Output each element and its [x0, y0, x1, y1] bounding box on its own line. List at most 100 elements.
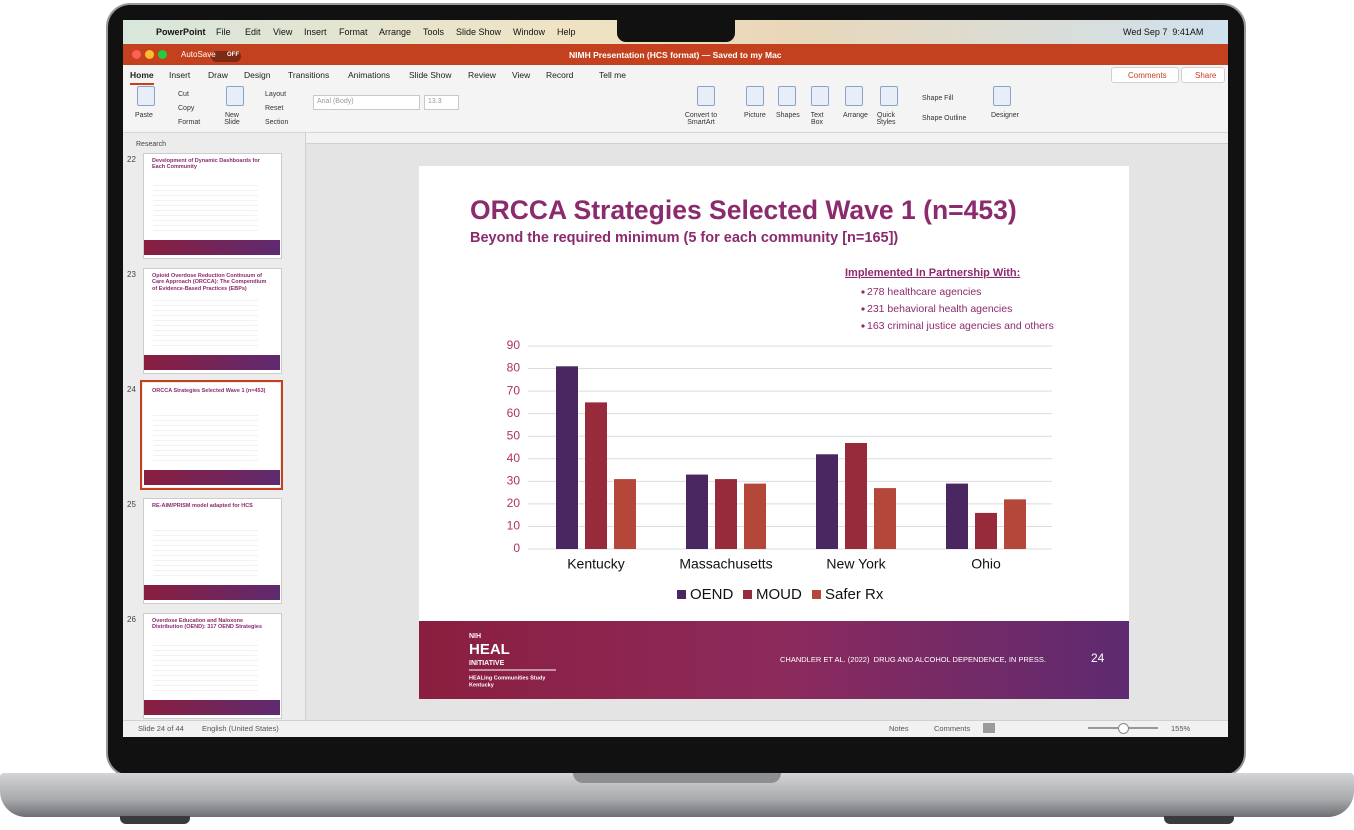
ribbon-tab[interactable]: Insert: [169, 70, 191, 80]
ribbon-tab[interactable]: Design: [244, 70, 271, 80]
comments-toggle[interactable]: Comments: [934, 724, 971, 733]
slide-footer: [419, 621, 1129, 699]
comments-button-box[interactable]: [1111, 67, 1179, 83]
ribbon-tab[interactable]: Review: [468, 70, 496, 80]
share-button[interactable]: Share: [1195, 71, 1217, 80]
font-box[interactable]: [313, 95, 420, 110]
share-button-box[interactable]: [1181, 67, 1225, 83]
zoom-knob[interactable]: [1118, 723, 1129, 734]
thumbnail-footer: [144, 470, 280, 485]
bar: [975, 512, 997, 549]
y-tick-label: 60: [507, 406, 521, 420]
ribbon-button[interactable]: Text Box: [810, 112, 824, 126]
x-tick-label: Kentucky: [567, 556, 625, 572]
ribbon-button[interactable]: Layout: [265, 91, 287, 98]
partners-heading: Implemented In Partnership With:: [845, 267, 1020, 279]
ribbon-button[interactable]: Designer: [991, 112, 1020, 119]
ribbon-icon: [880, 86, 898, 106]
ribbon-button[interactable]: Reset: [265, 105, 284, 112]
thumbnail-content: [153, 526, 258, 576]
bar: [614, 479, 636, 549]
ribbon-button[interactable]: Picture: [744, 112, 766, 119]
thumbnail-number: 25: [127, 500, 136, 509]
thumbnail-content: [153, 181, 258, 231]
size-box[interactable]: [424, 95, 459, 110]
close-button[interactable]: [132, 50, 141, 59]
legend-swatch: [677, 590, 686, 599]
language: English (United States): [202, 724, 279, 733]
thumbnail-title: ORCCA Strategies Selected Wave 1 (n=453): [152, 388, 266, 394]
ribbon-tab[interactable]: View: [512, 70, 531, 80]
ribbon-button[interactable]: Shape Outline: [922, 115, 967, 122]
ribbon-tab[interactable]: Draw: [208, 70, 228, 80]
legend-label: Safer Rx: [825, 586, 884, 603]
ribbon-button[interactable]: Format: [178, 119, 201, 126]
bar: [845, 442, 867, 549]
ribbon-tab[interactable]: Home: [130, 70, 154, 80]
bar: [1004, 499, 1026, 549]
menu-item[interactable]: Insert: [304, 27, 327, 37]
document-title: NIMH Presentation (HCS format) — Saved t…: [569, 50, 782, 60]
laptop-foot: [120, 816, 190, 824]
title-bar: [123, 44, 1228, 65]
ribbon-button[interactable]: Convert to SmartArt: [684, 112, 718, 126]
menu-item[interactable]: Format: [339, 27, 368, 37]
menu-item[interactable]: File: [216, 27, 231, 37]
notes-button[interactable]: Notes: [889, 724, 909, 733]
ribbon-tab[interactable]: Tell me: [599, 70, 626, 80]
menu-item[interactable]: Arrange: [379, 27, 412, 37]
partner-item: 163 criminal justice agencies and others: [867, 320, 1054, 332]
ribbon-tab[interactable]: Slide Show: [409, 70, 452, 80]
partner-item: 278 healthcare agencies: [867, 286, 981, 298]
ribbon-button[interactable]: Paste: [135, 112, 153, 119]
thumbnail-number: 22: [127, 155, 136, 164]
minimize-button[interactable]: [145, 50, 154, 59]
thumbnail-title: Opioid Overdose Reduction Continuum of C…: [152, 273, 267, 292]
autosave-state: OFF: [227, 52, 239, 58]
bar: [816, 454, 838, 549]
ribbon-button[interactable]: 13.3: [428, 98, 442, 105]
x-tick-label: New York: [826, 556, 886, 572]
menu-item[interactable]: Tools: [423, 27, 445, 37]
ribbon-button[interactable]: Quick Styles: [876, 112, 896, 126]
ribbon-tab[interactable]: Record: [546, 70, 574, 80]
ribbon-button[interactable]: Shape Fill: [922, 95, 954, 102]
menu-item[interactable]: Slide Show: [456, 27, 502, 37]
ribbon-icon: [746, 86, 764, 106]
menu-item[interactable]: Help: [557, 27, 576, 37]
y-tick-label: 80: [507, 361, 521, 375]
y-tick-label: 40: [507, 451, 521, 465]
app-menu[interactable]: PowerPoint: [156, 27, 206, 37]
ribbon-button[interactable]: Copy: [178, 105, 195, 112]
ribbon-button[interactable]: Cut: [178, 91, 189, 98]
y-tick-label: 20: [507, 496, 521, 510]
x-tick-label: Ohio: [971, 556, 1001, 572]
ribbon: [123, 65, 1228, 133]
menu-item[interactable]: Edit: [245, 27, 261, 37]
ribbon-button[interactable]: Arial (Body): [317, 98, 354, 105]
ribbon-button[interactable]: Section: [265, 119, 289, 126]
active-tab-underline: [130, 83, 154, 85]
ribbon-tab[interactable]: Transitions: [288, 70, 330, 80]
ribbon-tab[interactable]: Animations: [348, 70, 391, 80]
laptop-notch: [573, 773, 781, 783]
legend-swatch: [812, 590, 821, 599]
thumbnail-content: [153, 411, 258, 461]
slide-background: [419, 166, 1129, 699]
thumbnail-number: 24: [127, 385, 136, 394]
y-tick-label: 30: [507, 474, 521, 488]
menu-item[interactable]: View: [273, 27, 293, 37]
menu-item[interactable]: Window: [513, 27, 546, 37]
bar: [744, 483, 766, 549]
ribbon-button[interactable]: New Slide: [224, 112, 240, 126]
bar: [874, 488, 896, 549]
autosave-toggle[interactable]: [211, 51, 241, 62]
ribbon-button[interactable]: Arrange: [843, 112, 868, 119]
page-number: 24: [1091, 651, 1105, 665]
zoom-button[interactable]: [158, 50, 167, 59]
ribbon-button[interactable]: Shapes: [776, 112, 800, 119]
ribbon-icon: [993, 86, 1011, 106]
view-normal[interactable]: [983, 723, 995, 733]
comments-button[interactable]: Comments: [1128, 71, 1167, 80]
